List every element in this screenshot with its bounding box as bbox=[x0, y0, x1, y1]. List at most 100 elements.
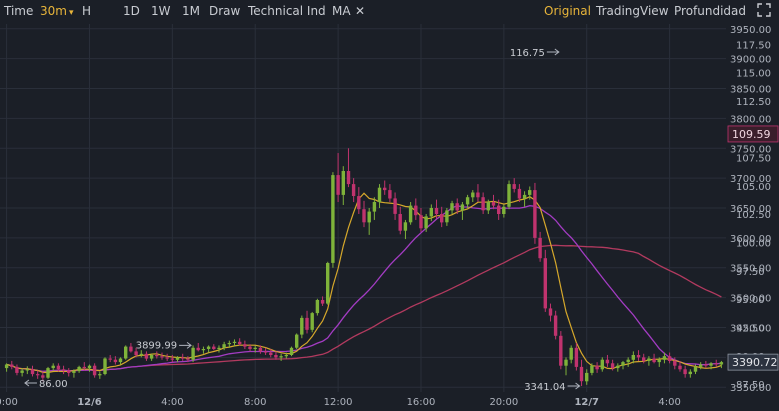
candle-body bbox=[305, 317, 309, 330]
candle-body bbox=[408, 205, 413, 223]
arrow-right-icon bbox=[179, 342, 192, 349]
technical-indicators-button[interactable]: Technical Ind bbox=[248, 4, 326, 18]
candle-body bbox=[362, 209, 366, 223]
candle-body bbox=[678, 365, 682, 370]
candle-body bbox=[30, 369, 35, 375]
overlay-tick-label: 112.50 bbox=[736, 97, 771, 108]
overlay-tick-label: 117.50 bbox=[736, 40, 771, 51]
candle-body bbox=[103, 358, 107, 374]
candle-body bbox=[87, 365, 92, 369]
candle-body bbox=[688, 371, 692, 375]
last-price-label: 3390.72 bbox=[732, 356, 778, 369]
overlay-low-annotation: 86.00 bbox=[39, 379, 68, 390]
candle-body bbox=[98, 374, 102, 376]
time-tick-label: 4:00 bbox=[658, 397, 680, 408]
candle-body bbox=[574, 347, 579, 367]
candle-body bbox=[170, 358, 174, 360]
arrow-right-icon bbox=[567, 382, 581, 390]
overlay-tick-label: 87.50 bbox=[736, 380, 765, 391]
candle-body bbox=[253, 347, 257, 349]
candle-body bbox=[258, 347, 263, 352]
candle-body bbox=[243, 344, 247, 347]
candle-body bbox=[377, 187, 382, 202]
depth-button[interactable]: Profundidad bbox=[674, 4, 747, 18]
overlay-tick-label: 100.00 bbox=[736, 239, 771, 250]
candle-body bbox=[77, 366, 81, 372]
candle-body bbox=[471, 192, 475, 198]
day-button[interactable]: 1D bbox=[123, 4, 140, 18]
candle-body bbox=[139, 353, 143, 355]
hour-button[interactable]: H bbox=[82, 4, 92, 18]
candle-body bbox=[181, 357, 185, 359]
candle-body bbox=[497, 205, 501, 214]
week-button[interactable]: 1W bbox=[151, 4, 171, 18]
candle-body bbox=[647, 358, 651, 361]
candle-body bbox=[403, 222, 408, 231]
overlay-tick-label: 115.00 bbox=[736, 69, 771, 80]
time-button[interactable]: Time bbox=[4, 4, 34, 18]
candle-body bbox=[263, 351, 268, 353]
candle-body bbox=[36, 374, 40, 376]
candle-body bbox=[284, 355, 288, 357]
candle-body bbox=[543, 258, 547, 309]
candle-body bbox=[201, 349, 206, 351]
month-button[interactable]: 1M bbox=[182, 4, 200, 18]
candle-body bbox=[238, 341, 242, 345]
candle-body bbox=[585, 372, 589, 382]
candle-body bbox=[590, 365, 594, 373]
candle-body bbox=[605, 359, 610, 364]
overlay-tick-label: 97.50 bbox=[736, 267, 765, 278]
candle-body bbox=[113, 359, 118, 363]
fullscreen-icon[interactable] bbox=[757, 3, 771, 20]
candle-body bbox=[533, 190, 537, 238]
candle-body bbox=[274, 355, 278, 358]
draw-button[interactable]: Draw bbox=[209, 4, 241, 18]
candle-body bbox=[186, 358, 190, 360]
candle-body bbox=[719, 362, 724, 365]
close-ma-icon[interactable]: ✕ bbox=[355, 4, 366, 18]
interval-dropdown[interactable]: 30m ▾ bbox=[40, 4, 74, 18]
candle-body bbox=[429, 208, 433, 217]
candle-body bbox=[642, 357, 646, 361]
candle-body bbox=[206, 346, 211, 349]
candle-body bbox=[481, 197, 485, 211]
ma-line-slow bbox=[6, 205, 722, 373]
time-tick-label: 12/7 bbox=[574, 397, 599, 408]
candle-body bbox=[82, 366, 86, 369]
candle-body bbox=[507, 184, 511, 207]
original-view-button[interactable]: Original bbox=[544, 4, 591, 18]
overlay-tick-label: 105.00 bbox=[736, 182, 771, 193]
overlay-tick-label: 92.50 bbox=[736, 323, 765, 334]
time-tick-label: 16:00 bbox=[407, 397, 436, 408]
tradingview-button[interactable]: TradingView bbox=[596, 4, 669, 18]
candle-body bbox=[683, 369, 687, 375]
candle-body bbox=[351, 184, 356, 196]
candle-body bbox=[289, 347, 294, 355]
candle-body bbox=[15, 366, 19, 373]
candle-body bbox=[538, 237, 542, 259]
price-tick-label: 3750.00 bbox=[730, 144, 771, 155]
candle-body bbox=[476, 192, 480, 198]
candle-body bbox=[295, 334, 299, 348]
candle-body bbox=[4, 364, 9, 369]
candle-body bbox=[165, 357, 169, 359]
overlay-tick-label: 102.50 bbox=[736, 210, 771, 221]
low-price-annotation: 3341.04 bbox=[524, 382, 565, 393]
candle-body bbox=[465, 197, 470, 205]
ma-button[interactable]: MA bbox=[332, 4, 351, 18]
candle-body bbox=[388, 190, 392, 199]
candle-body bbox=[357, 196, 361, 210]
candle-body bbox=[175, 357, 180, 360]
candle-body bbox=[51, 365, 55, 369]
candle-body bbox=[626, 359, 630, 363]
candle-body bbox=[616, 365, 620, 369]
time-tick-label: 12/6 bbox=[77, 397, 102, 408]
candle-body bbox=[652, 358, 656, 363]
last-price-tag bbox=[727, 353, 779, 371]
candle-body bbox=[667, 356, 672, 361]
candle-body bbox=[124, 346, 128, 359]
candle-body bbox=[269, 352, 273, 355]
arrow-left-icon bbox=[24, 379, 37, 387]
candle-body bbox=[564, 359, 568, 366]
